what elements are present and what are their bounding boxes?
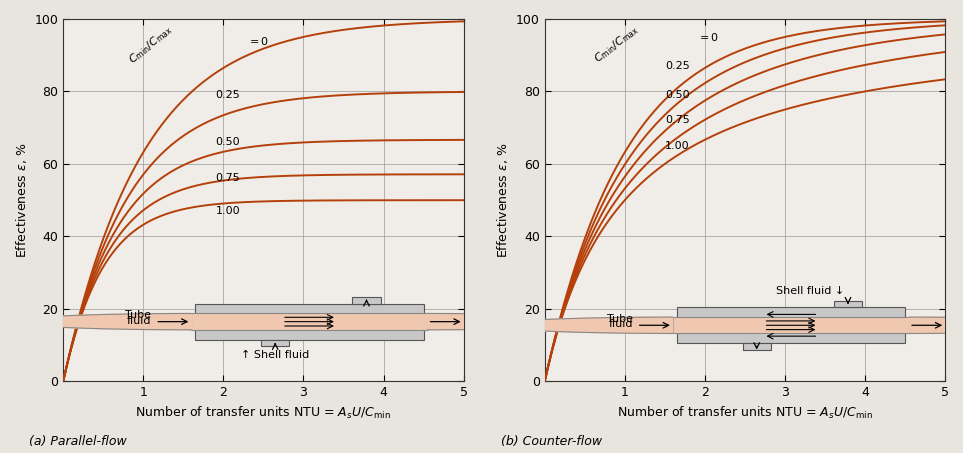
- Text: ↑ Shell fluid: ↑ Shell fluid: [241, 350, 309, 360]
- Bar: [352, 297, 380, 304]
- Text: 0.25: 0.25: [664, 61, 690, 71]
- X-axis label: Number of transfer units NTU = $A_sU/C_{\mathrm{min}}$: Number of transfer units NTU = $A_sU/C_{…: [617, 405, 872, 421]
- Bar: [192, 313, 428, 330]
- Text: 0.50: 0.50: [216, 137, 240, 147]
- Bar: [677, 307, 905, 343]
- Text: (a) Parallel-flow: (a) Parallel-flow: [29, 435, 127, 448]
- Bar: [261, 340, 289, 346]
- Text: 0.75: 0.75: [664, 116, 690, 125]
- Text: fluid: fluid: [609, 319, 633, 329]
- Polygon shape: [428, 313, 608, 330]
- Bar: [834, 301, 862, 307]
- Polygon shape: [12, 313, 192, 330]
- Text: 1.00: 1.00: [664, 141, 690, 151]
- Text: Tube: Tube: [125, 310, 151, 320]
- Text: (b) Counter-flow: (b) Counter-flow: [501, 435, 602, 448]
- Text: $C_{\rm min}/C_{\rm max}$: $C_{\rm min}/C_{\rm max}$: [591, 23, 642, 66]
- Bar: [742, 343, 770, 350]
- Polygon shape: [909, 317, 963, 333]
- Y-axis label: Effectiveness $\varepsilon$, %: Effectiveness $\varepsilon$, %: [495, 143, 510, 258]
- Text: fluid: fluid: [127, 316, 151, 326]
- Polygon shape: [493, 317, 673, 333]
- Text: 0.75: 0.75: [216, 173, 240, 183]
- Text: 0.50: 0.50: [664, 90, 690, 100]
- Bar: [195, 304, 424, 340]
- Text: $C_{\rm min}/C_{\rm max}$: $C_{\rm min}/C_{\rm max}$: [126, 22, 176, 67]
- Text: 1.00: 1.00: [216, 206, 240, 216]
- X-axis label: Number of transfer units NTU = $A_sU/C_{\mathrm{min}}$: Number of transfer units NTU = $A_sU/C_{…: [136, 405, 391, 421]
- Text: Tube: Tube: [607, 314, 633, 324]
- Text: $= 0$: $= 0$: [247, 34, 270, 47]
- Bar: [673, 317, 909, 333]
- Text: 0.25: 0.25: [216, 90, 240, 100]
- Text: Shell fluid ↓: Shell fluid ↓: [776, 286, 844, 296]
- Text: $= 0$: $= 0$: [697, 31, 718, 43]
- Y-axis label: Effectiveness $\varepsilon$, %: Effectiveness $\varepsilon$, %: [13, 143, 29, 258]
